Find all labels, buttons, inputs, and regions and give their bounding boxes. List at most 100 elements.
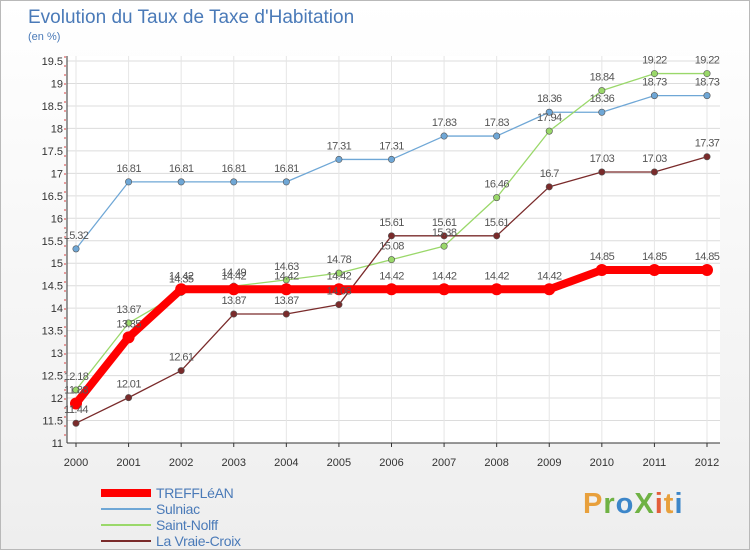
data-labels: 11.88 13.35 14.42 14.42 14.42 14.42 14.42 14.42… [64, 55, 721, 417]
data-label: 12.18 [64, 371, 89, 383]
x-tick-label: 2005 [327, 457, 351, 469]
proxiti-logo: ProXiti [583, 488, 684, 521]
data-point [227, 283, 240, 296]
data-point [72, 245, 80, 253]
data-point [125, 394, 133, 402]
y-tick-label: 11.5 [42, 416, 63, 428]
x-tick-label: 2003 [222, 457, 246, 469]
data-label: 17.31 [327, 140, 352, 152]
data-point [70, 397, 82, 410]
x-tick-label: 2011 [643, 457, 667, 469]
data-point [650, 92, 658, 100]
data-point [650, 70, 658, 78]
data-label: 14.85 [642, 251, 667, 263]
data-point [545, 127, 553, 135]
series [70, 70, 713, 427]
x-tick-label: 2004 [274, 457, 298, 469]
x-tick-label: 2002 [169, 457, 193, 469]
data-point [493, 194, 501, 202]
data-label: 15.61 [432, 217, 457, 229]
data-point [493, 132, 501, 140]
x-tick-label: 2008 [484, 457, 508, 469]
data-label: 15.32 [64, 230, 89, 242]
data-point [335, 155, 343, 163]
data-point [493, 232, 501, 240]
data-point [598, 108, 606, 116]
data-label: 17.37 [695, 138, 720, 150]
data-label: 12.61 [169, 352, 194, 364]
data-point [543, 283, 556, 296]
data-label: 16.46 [484, 179, 509, 191]
data-point [387, 232, 395, 240]
data-point [125, 319, 133, 327]
data-label: 13.87 [274, 295, 299, 307]
data-label: 17.03 [642, 153, 667, 165]
y-tick-label: 16 [51, 213, 63, 225]
data-point [280, 283, 293, 296]
logo-letter: X [634, 488, 655, 520]
data-label: 16.81 [116, 163, 141, 175]
logo-letter: i [654, 488, 664, 520]
data-label: 14.42 [327, 270, 352, 282]
y-tick-label: 18 [51, 123, 63, 135]
data-point [122, 331, 135, 344]
data-label: 13.87 [221, 295, 246, 307]
data-label: 18.84 [590, 72, 615, 84]
data-label: 16.81 [169, 163, 194, 175]
data-point [650, 168, 658, 176]
grid [67, 56, 720, 444]
data-point [177, 178, 185, 186]
data-label: 14.85 [590, 251, 615, 263]
data-label: 14.49 [221, 267, 246, 279]
x-tick-label: 2012 [695, 457, 719, 469]
data-point [598, 87, 606, 95]
data-label: 14.08 [327, 286, 352, 298]
data-label: 16.7 [540, 168, 559, 180]
logo-letter: P [583, 488, 604, 520]
data-point [72, 419, 80, 427]
data-label: 15.38 [432, 227, 457, 239]
data-point [703, 153, 711, 161]
data-label: 16.81 [221, 163, 246, 175]
chart-unit: (en %) [28, 31, 61, 43]
data-point [335, 301, 343, 309]
data-point [701, 263, 713, 276]
legend-swatch [101, 540, 151, 542]
data-label: 16.81 [274, 163, 299, 175]
data-point [282, 310, 290, 318]
x-tick-label: 2010 [590, 457, 614, 469]
data-label: 19.22 [642, 55, 667, 67]
legend-swatch [101, 508, 151, 510]
y-tick-label: 13.5 [42, 326, 63, 338]
data-point [230, 310, 238, 318]
data-label: 12.01 [116, 379, 141, 391]
logo-letter: i [674, 488, 684, 520]
data-label: 11.88 [64, 384, 88, 396]
data-point [440, 232, 448, 240]
data-label: 14.35 [169, 273, 194, 285]
data-label: 19.22 [695, 55, 720, 67]
x-tick-label: 2001 [116, 457, 140, 469]
data-label: 17.31 [379, 140, 404, 152]
data-label: 17.94 [537, 112, 562, 124]
y-tick-label: 12 [51, 393, 63, 405]
data-point [438, 283, 451, 296]
data-label: 13.67 [116, 304, 141, 316]
data-label: 14.42 [379, 270, 404, 282]
y-tick-label: 19 [51, 78, 63, 90]
data-label: 17.03 [590, 153, 615, 165]
data-label: 14.42 [221, 270, 246, 282]
data-point [387, 256, 395, 264]
y-tick-label: 16.5 [42, 191, 63, 203]
y-tick-label: 11 [52, 438, 63, 450]
x-tick-label: 2006 [379, 457, 403, 469]
data-point [282, 276, 290, 284]
logo-letter: r [603, 488, 616, 520]
data-label: 15.08 [379, 241, 404, 253]
y-tick-label: 14 [51, 303, 63, 315]
data-point [545, 183, 553, 191]
data-point [703, 92, 711, 100]
data-point [175, 283, 188, 296]
